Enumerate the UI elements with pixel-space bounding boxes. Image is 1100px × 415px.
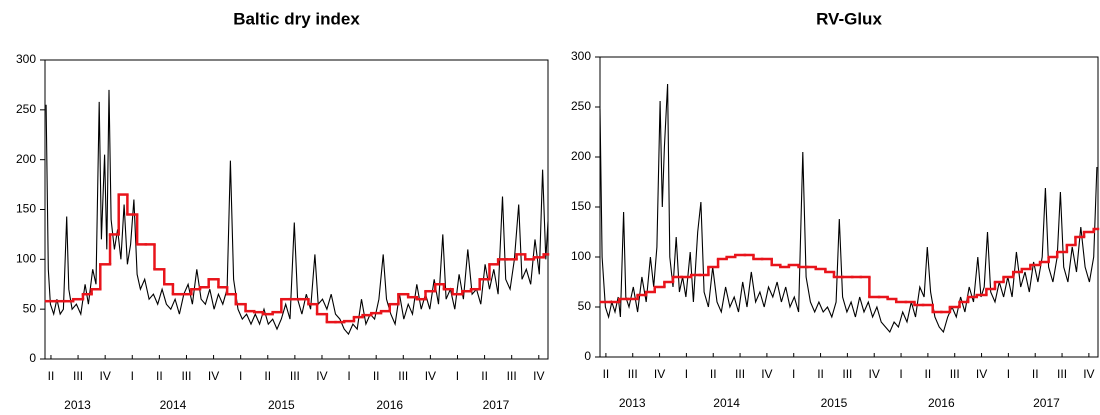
- x-tick-label: I: [456, 369, 459, 383]
- x-tick-label: III: [398, 369, 408, 383]
- chart-title: RV-Glux: [816, 9, 882, 28]
- chart-title: Baltic dry index: [233, 9, 360, 28]
- x-year-label: 2016: [928, 396, 955, 410]
- x-year-label: 2016: [376, 398, 403, 412]
- x-tick-label: IV: [869, 367, 880, 381]
- x-tick-label: II: [603, 367, 610, 381]
- y-tick-label: 0: [584, 349, 591, 363]
- x-tick-label: III: [1057, 367, 1067, 381]
- x-tick-label: II: [1032, 367, 1039, 381]
- x-year-label: 2015: [268, 398, 295, 412]
- data-line: [45, 89, 549, 336]
- x-tick-label: IV: [316, 369, 327, 383]
- x-tick-label: II: [373, 369, 380, 383]
- y-tick-label: 250: [16, 102, 36, 116]
- x-tick-label: III: [628, 367, 638, 381]
- x-tick-label: I: [899, 367, 902, 381]
- x-tick-label: IV: [761, 367, 772, 381]
- y-tick-label: 100: [571, 249, 591, 263]
- x-tick-label: I: [347, 369, 350, 383]
- x-year-label: 2013: [619, 396, 646, 410]
- y-tick-label: 300: [571, 49, 591, 63]
- x-tick-label: II: [156, 369, 163, 383]
- x-tick-label: II: [264, 369, 271, 383]
- x-tick-label: IV: [425, 369, 436, 383]
- y-tick-label: 0: [29, 351, 36, 365]
- x-tick-label: I: [792, 367, 795, 381]
- y-tick-label: 150: [16, 202, 36, 216]
- x-tick-label: IV: [1083, 367, 1094, 381]
- y-tick-label: 50: [23, 301, 37, 315]
- x-tick-label: I: [131, 369, 134, 383]
- y-tick-label: 200: [16, 152, 36, 166]
- x-tick-label: I: [1007, 367, 1010, 381]
- x-tick-label: II: [481, 369, 488, 383]
- y-tick-label: 200: [571, 149, 591, 163]
- x-tick-label: II: [48, 369, 55, 383]
- x-year-label: 2014: [160, 398, 187, 412]
- x-tick-label: II: [925, 367, 932, 381]
- x-year-label: 2017: [1033, 396, 1060, 410]
- x-tick-label: IV: [654, 367, 665, 381]
- x-tick-label: I: [239, 369, 242, 383]
- plot-frame: [44, 59, 549, 360]
- y-tick-label: 300: [16, 52, 36, 66]
- y-tick-label: 50: [578, 299, 592, 313]
- x-tick-label: III: [290, 369, 300, 383]
- y-tick-label: 100: [16, 252, 36, 266]
- x-year-label: 2013: [64, 398, 91, 412]
- x-tick-label: IV: [976, 367, 987, 381]
- x-tick-label: III: [507, 369, 517, 383]
- x-tick-label: II: [710, 367, 717, 381]
- x-tick-label: II: [817, 367, 824, 381]
- y-tick-label: 250: [571, 99, 591, 113]
- x-tick-label: III: [735, 367, 745, 381]
- plot-frame: [599, 56, 1099, 358]
- data-line: [599, 83, 1098, 334]
- x-tick-label: IV: [208, 369, 219, 383]
- x-year-label: 2015: [821, 396, 848, 410]
- x-tick-label: III: [950, 367, 960, 381]
- x-tick-label: III: [73, 369, 83, 383]
- x-tick-label: III: [181, 369, 191, 383]
- x-tick-label: IV: [533, 369, 544, 383]
- x-tick-label: I: [685, 367, 688, 381]
- x-tick-label: III: [842, 367, 852, 381]
- x-year-label: 2017: [483, 398, 510, 412]
- x-tick-label: IV: [99, 369, 110, 383]
- y-tick-label: 150: [571, 199, 591, 213]
- x-year-label: 2014: [713, 396, 740, 410]
